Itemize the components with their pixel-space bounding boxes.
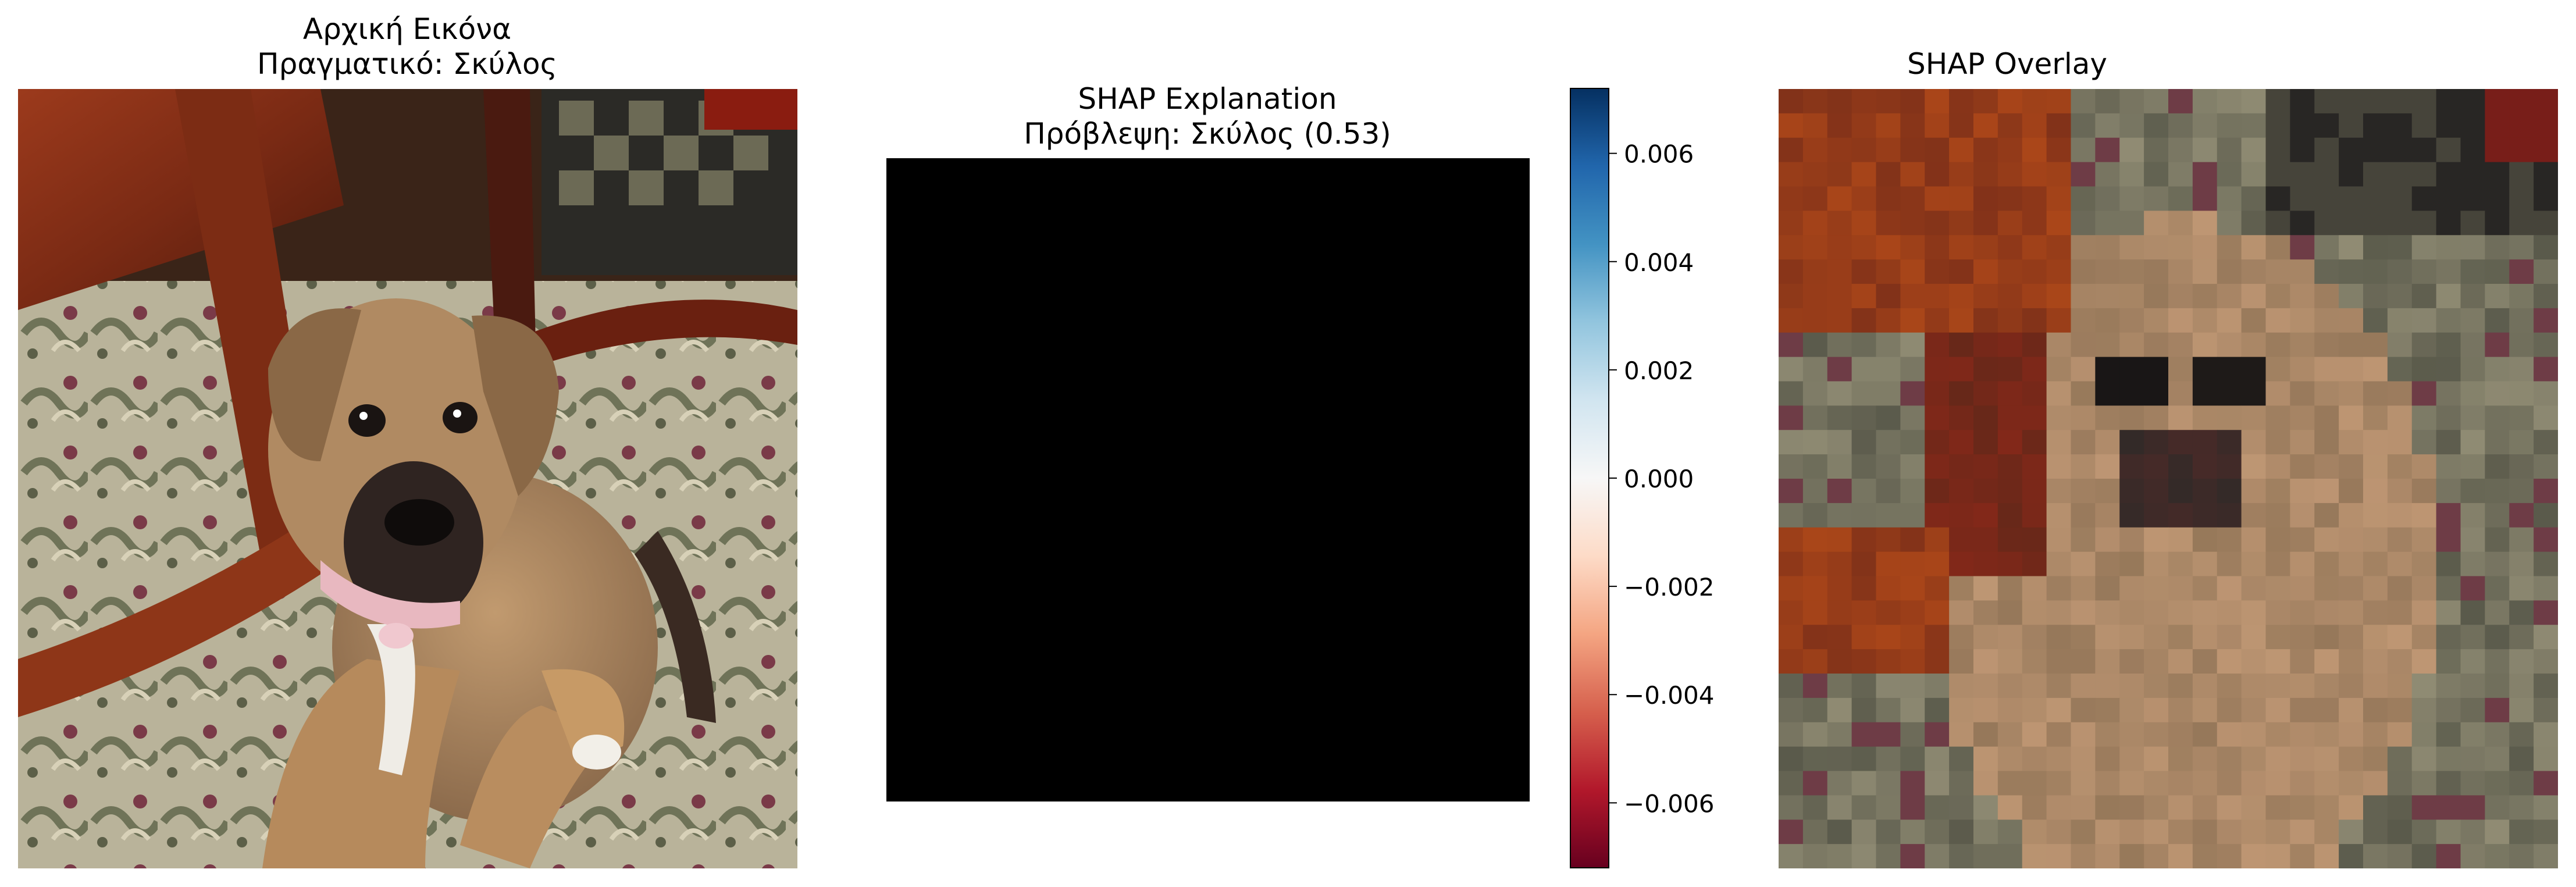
- shap-explanation-title: SHAP Explanation Πρόβλεψη: Σκύλος (0.53): [1024, 81, 1391, 151]
- colorbar-tick-label: −0.006: [1624, 789, 1714, 818]
- shap-colorbar: 0.006 0.004 0.002 0.000 −0.002 −0.004 −0.006: [1570, 88, 1714, 868]
- shap-overlay-title: SHAP Overlay: [1907, 47, 2107, 81]
- colorbar-tick-label: 0.002: [1624, 357, 1694, 385]
- colorbar-tick-label: 0.000: [1624, 465, 1694, 493]
- colorbar-tick-label: 0.004: [1624, 248, 1694, 277]
- shap-value-map: [886, 158, 1530, 801]
- original-title-line1: Αρχική Εικόνα: [302, 12, 512, 46]
- colorbar-gradient: [1570, 88, 1609, 868]
- shap-title-line1: SHAP Explanation: [1078, 82, 1337, 116]
- original-dog-image: [18, 89, 797, 868]
- overlay-title-line1: SHAP Overlay: [1907, 47, 2107, 81]
- colorbar-tick-label: −0.002: [1624, 573, 1714, 601]
- shap-overlay-image: [1779, 89, 2558, 868]
- original-title-line2: Πραγματικό: Σκύλος: [257, 47, 557, 81]
- colorbar-tick-label: −0.004: [1624, 681, 1714, 710]
- shap-title-line2: Πρόβλεψη: Σκύλος (0.53): [1024, 117, 1391, 151]
- original-image-title: Αρχική Εικόνα Πραγματικό: Σκύλος: [257, 12, 557, 81]
- colorbar-tick-label: 0.006: [1624, 140, 1694, 169]
